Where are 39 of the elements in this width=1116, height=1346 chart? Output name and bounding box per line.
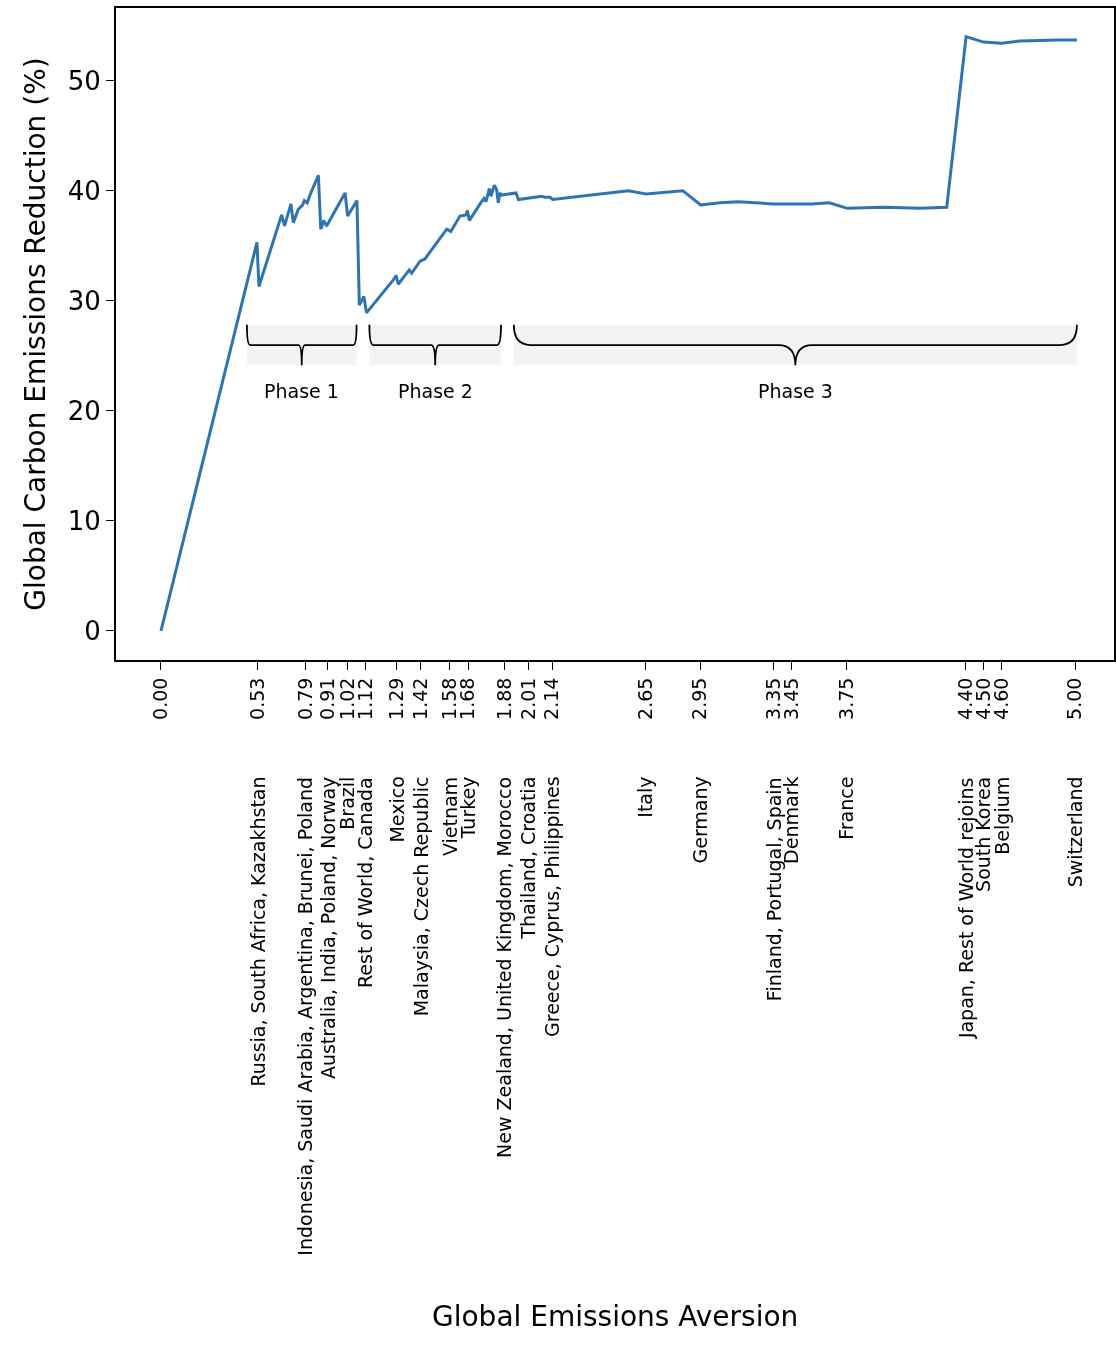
x-tick-label: 2.14 [540, 677, 563, 720]
y-tick-label: 40 [67, 175, 101, 206]
y-tick-label: 0 [84, 616, 101, 647]
y-tick-label: 30 [67, 285, 101, 316]
text: Greece, Cyprus, Philippines [541, 776, 564, 1037]
text: New Zealand, United Kingdom, Morocco [493, 776, 516, 1158]
y-tick-label: 10 [67, 505, 101, 536]
y-tick-label: 20 [67, 395, 101, 426]
y-tick-label: 50 [67, 65, 101, 96]
text: Russia, South Africa, Kazakhstan [247, 776, 270, 1087]
text: Italy [634, 776, 657, 818]
text: Germany [689, 776, 712, 864]
band-label: Phase 2 [398, 380, 473, 402]
x-tick-label: 0.00 [149, 677, 172, 720]
text: Indonesia, Saudi Arabia, Argentina, Brunei, Poland [294, 776, 317, 1256]
band-label: Phase 1 [264, 380, 339, 402]
text: Global Emissions Aversion [432, 1300, 799, 1333]
x-tick-label: 1.29 [384, 677, 407, 720]
x-tick-label: 0.53 [246, 677, 269, 720]
x-tick-label: 2.95 [688, 677, 711, 720]
x-tick-label: 5.00 [1063, 677, 1086, 720]
x-tick-label: 2.01 [516, 677, 539, 720]
text: Mexico [386, 776, 409, 843]
text: Rest of World, Canada [354, 777, 377, 988]
text: France [835, 776, 858, 840]
band-label: Phase 3 [758, 380, 833, 402]
text: Malaysia, Czech Republic [409, 776, 432, 1017]
text: Thailand, Croatia [517, 776, 540, 940]
x-tick-label: 0.91 [315, 677, 338, 720]
x-tick-label: 0.79 [293, 677, 316, 720]
text: Switzerland [1063, 776, 1086, 888]
line-series [159, 35, 1079, 633]
x-tick-label: 3.75 [834, 677, 857, 720]
text: Australia, India, Poland, Norway [316, 776, 339, 1080]
text: Belgium [991, 776, 1014, 855]
x-tick-label: 2.65 [633, 677, 656, 720]
x-tick-label: 1.42 [408, 677, 431, 720]
x-tick-label: 1.88 [492, 677, 515, 720]
y-axis-title: Global Carbon Emissions Reduction (%) [18, 57, 52, 611]
